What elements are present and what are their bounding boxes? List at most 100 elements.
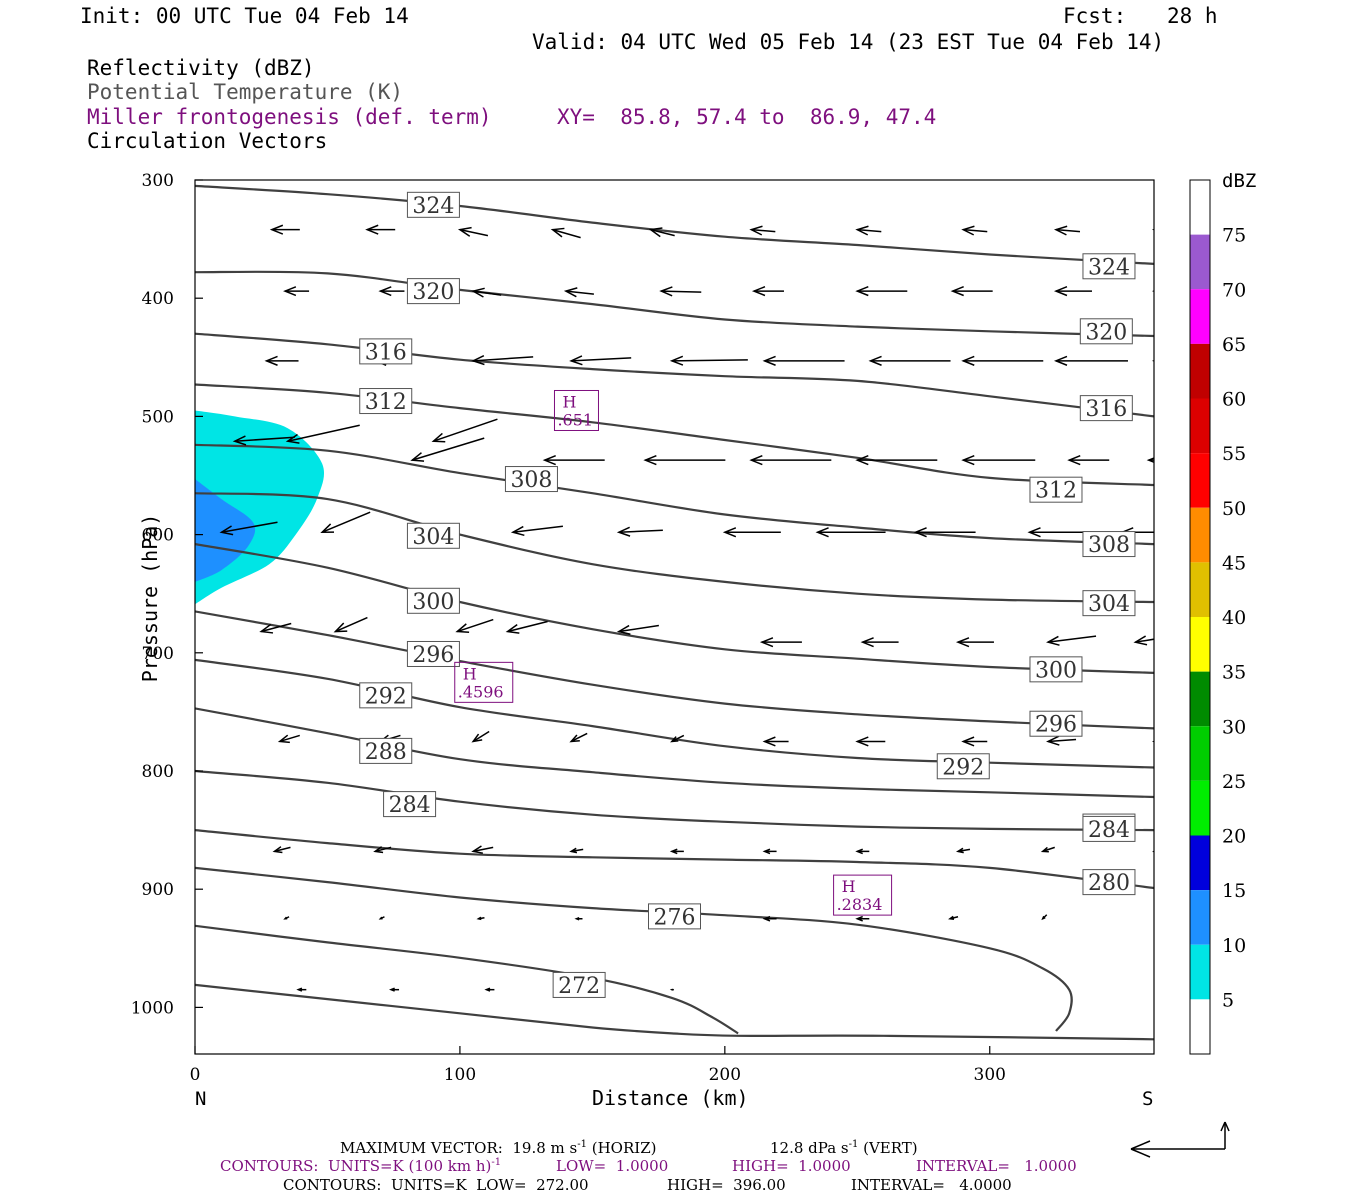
circulation-vector <box>1151 228 1154 231</box>
circulation-vector <box>913 527 976 538</box>
circulation-vector <box>569 355 632 366</box>
theta-label-276: 276 <box>648 903 701 930</box>
circulation-vector <box>269 224 300 235</box>
field-miller: Miller frontogenesis (def. term) <box>87 105 492 129</box>
circulation-vector <box>648 227 675 238</box>
circulation-vector <box>455 618 494 633</box>
colorbar-segment <box>1190 726 1210 781</box>
circulation-vector <box>961 455 1036 466</box>
circulation-vector <box>296 987 307 992</box>
frontogenesis-max-3: H.2834 <box>833 874 893 916</box>
circulation-vector <box>868 355 951 366</box>
theta-contour-304 <box>195 492 1154 604</box>
theta-label-284: 284 <box>383 791 437 818</box>
x-axis-label: Distance (km) <box>592 1086 749 1110</box>
theta-label-316: 316 <box>1079 395 1133 422</box>
svg-text:.2834: .2834 <box>837 895 883 914</box>
theta-contours-low: CONTOURS: UNITS=K LOW= 272.00 <box>283 1176 589 1194</box>
circulation-vector <box>283 916 290 920</box>
svg-text:324: 324 <box>412 194 454 219</box>
init-time: Init: 00 UTC Tue 04 Feb 14 <box>80 4 409 28</box>
circulation-vector <box>855 225 882 236</box>
circulation-vector <box>484 987 495 992</box>
field-circulation: Circulation Vectors <box>87 129 328 153</box>
colorbar-label: 60 <box>1222 389 1246 411</box>
circulation-vector <box>1067 455 1110 466</box>
circulation-vector <box>277 734 300 744</box>
circulation-vector <box>272 846 291 854</box>
circulation-vector <box>749 225 776 236</box>
frontogenesis-max-1: H.651 <box>553 389 599 431</box>
theta-contour-280 <box>195 829 1154 890</box>
svg-text:300: 300 <box>1035 658 1077 683</box>
circulation-vector <box>264 355 299 366</box>
circulation-vector <box>373 846 392 854</box>
theta-label-308: 308 <box>1082 531 1136 558</box>
svg-text:280: 280 <box>1088 871 1130 896</box>
circulation-vector <box>569 847 584 854</box>
circulation-vector <box>670 734 685 743</box>
svg-text:316: 316 <box>1085 397 1127 422</box>
circulation-vector <box>471 355 534 366</box>
circulation-vector <box>855 455 938 466</box>
colorbar-label: 30 <box>1222 716 1246 738</box>
circulation-vector <box>961 225 988 236</box>
circulation-vector <box>1046 735 1077 746</box>
circulation-vector <box>855 848 870 855</box>
colorbar-segment <box>1190 999 1210 1054</box>
svg-text:H: H <box>842 877 856 896</box>
theta-contour-292 <box>195 658 1154 769</box>
reference-vector <box>1130 1121 1230 1158</box>
circulation-vector <box>961 355 1044 366</box>
theta-label-288: 288 <box>359 737 413 765</box>
circulation-vector <box>955 637 994 648</box>
circulation-vector <box>1027 527 1086 538</box>
colorbar-segment <box>1190 507 1210 563</box>
theta-label-296: 296 <box>406 640 460 668</box>
theta-label-312: 312 <box>1029 476 1083 504</box>
circulation-vector <box>759 637 802 648</box>
field-theta: Potential Temperature (K) <box>87 80 404 104</box>
colorbar-label: 15 <box>1222 880 1246 902</box>
y-tick-label: 600 <box>142 526 174 546</box>
colorbar-label: 70 <box>1222 279 1246 301</box>
circulation-vector <box>563 287 594 298</box>
circulation-vector <box>569 732 588 743</box>
circulation-vector <box>1040 846 1055 853</box>
circulation-vector <box>471 287 502 298</box>
svg-text:312: 312 <box>1035 479 1077 504</box>
circulation-vector <box>1151 740 1154 743</box>
circulation-vector <box>471 730 490 743</box>
x-tick-label: 300 <box>974 1065 1006 1085</box>
circulation-vector <box>855 915 870 922</box>
circulation-vector <box>1041 914 1048 921</box>
circulation-vector <box>669 355 748 366</box>
theta-label-316: 316 <box>359 338 413 365</box>
colorbar-segment <box>1190 180 1210 235</box>
theta-label-272: 272 <box>552 971 606 999</box>
y-tick-label: 500 <box>142 407 174 427</box>
south-label: S <box>1142 1088 1154 1110</box>
colorbar-label: 40 <box>1222 607 1246 629</box>
theta-label-300: 300 <box>1029 656 1083 683</box>
circulation-vector <box>378 286 405 297</box>
theta-label-300: 300 <box>406 587 460 615</box>
svg-text:296: 296 <box>412 643 454 668</box>
theta-label-324: 324 <box>406 191 460 219</box>
circulation-vector <box>1053 286 1092 297</box>
x-tick-label: 0 <box>190 1065 201 1085</box>
theta-label-292: 292 <box>936 753 990 780</box>
theta-label-308: 308 <box>504 466 558 493</box>
circulation-vector <box>476 916 485 921</box>
svg-text:276: 276 <box>654 905 696 930</box>
circulation-vector <box>669 848 684 855</box>
circulation-vector <box>762 355 845 366</box>
y-axis-label-wrap: Pressure (hPa) <box>24 410 162 683</box>
x-tick-label: 200 <box>709 1065 741 1085</box>
circulation-vector <box>1152 850 1154 853</box>
circulation-vector <box>457 226 489 237</box>
circulation-vector <box>378 916 385 920</box>
x-tick-label: 100 <box>444 1065 476 1085</box>
circulation-vector <box>815 527 886 538</box>
circulation-vector <box>948 915 959 921</box>
